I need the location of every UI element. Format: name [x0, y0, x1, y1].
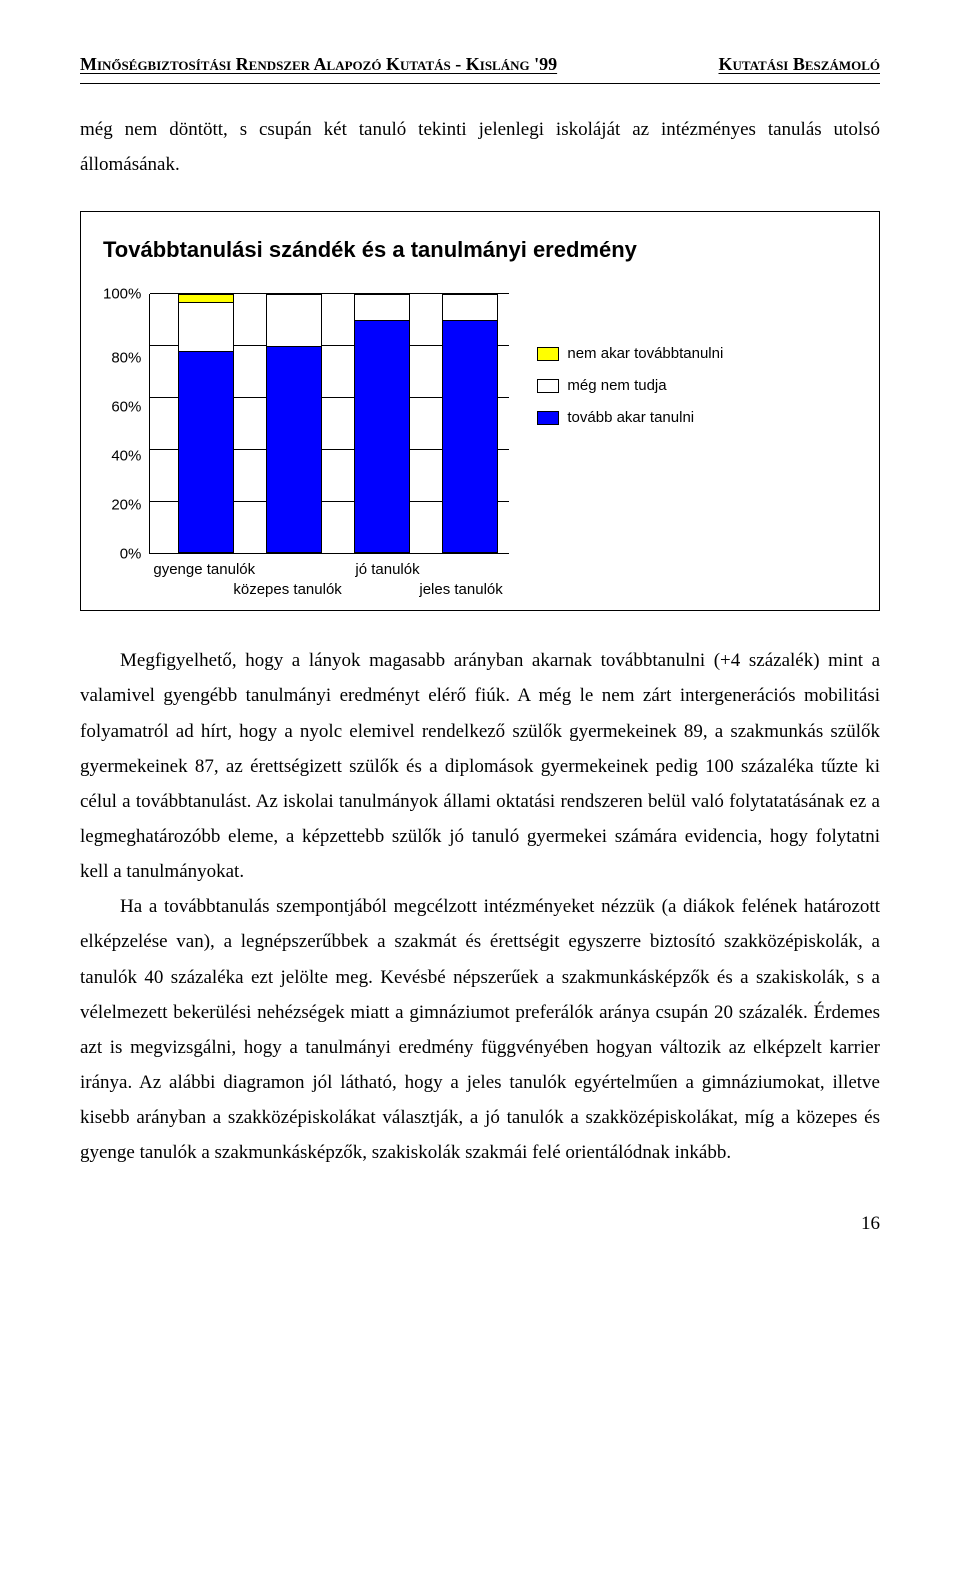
legend-item: nem akar továbbtanulni [537, 340, 723, 368]
x-label: jeles tanulók [419, 576, 502, 604]
y-tick: 40% [111, 449, 141, 464]
page-number: 16 [80, 1206, 880, 1241]
chart-legend: nem akar továbbtanulni még nem tudja továb… [537, 340, 723, 435]
x-label: jó tanulók [355, 556, 419, 584]
bar-segment [179, 294, 233, 302]
legend-swatch [537, 411, 559, 425]
legend-label: még nem tudja [567, 372, 666, 400]
bar-segment [179, 302, 233, 351]
legend-label: tovább akar tanulni [567, 404, 694, 432]
legend-item: még nem tudja [537, 372, 723, 400]
intro-text: még nem döntött, s csupán két tanuló tek… [80, 112, 880, 182]
legend-item: tovább akar tanulni [537, 404, 723, 432]
y-tick: 20% [111, 498, 141, 513]
x-label: közepes tanulók [233, 576, 341, 604]
bar-segment [443, 294, 497, 320]
paragraph-2: Ha a továbbtanulás szempontjából megcélz… [80, 889, 880, 1170]
y-tick: 80% [111, 351, 141, 366]
page-header: Minőségbiztosítási Rendszer Alapozó Kuta… [80, 48, 880, 84]
bar [266, 293, 322, 553]
chart-container: Továbbtanulási szándék és a tanulmányi e… [80, 211, 880, 612]
legend-swatch [537, 347, 559, 361]
bar [442, 293, 498, 553]
legend-label: nem akar továbbtanulni [567, 340, 723, 368]
bar-segment [179, 351, 233, 552]
y-tick: 0% [120, 547, 142, 562]
header-left: Minőségbiztosítási Rendszer Alapozó Kuta… [80, 48, 557, 81]
chart-title: Továbbtanulási szándék és a tanulmányi e… [103, 230, 857, 271]
bar-segment [355, 320, 409, 552]
x-axis-labels: gyenge tanulókközepes tanulókjó tanulókj… [149, 554, 509, 598]
bar-segment [355, 294, 409, 320]
y-axis: 100%80%60%40%20%0% [103, 294, 149, 554]
legend-swatch [537, 379, 559, 393]
bar [178, 293, 234, 553]
header-right: Kutatási Beszámoló [719, 48, 881, 81]
bar [354, 293, 410, 553]
bar-segment [267, 294, 321, 346]
y-tick: 100% [103, 287, 141, 302]
bar-segment [443, 320, 497, 552]
paragraph-1: Megfigyelhető, hogy a lányok magasabb ar… [80, 643, 880, 889]
bar-segment [267, 346, 321, 552]
y-tick: 60% [111, 400, 141, 415]
chart-plot-area [149, 294, 509, 554]
